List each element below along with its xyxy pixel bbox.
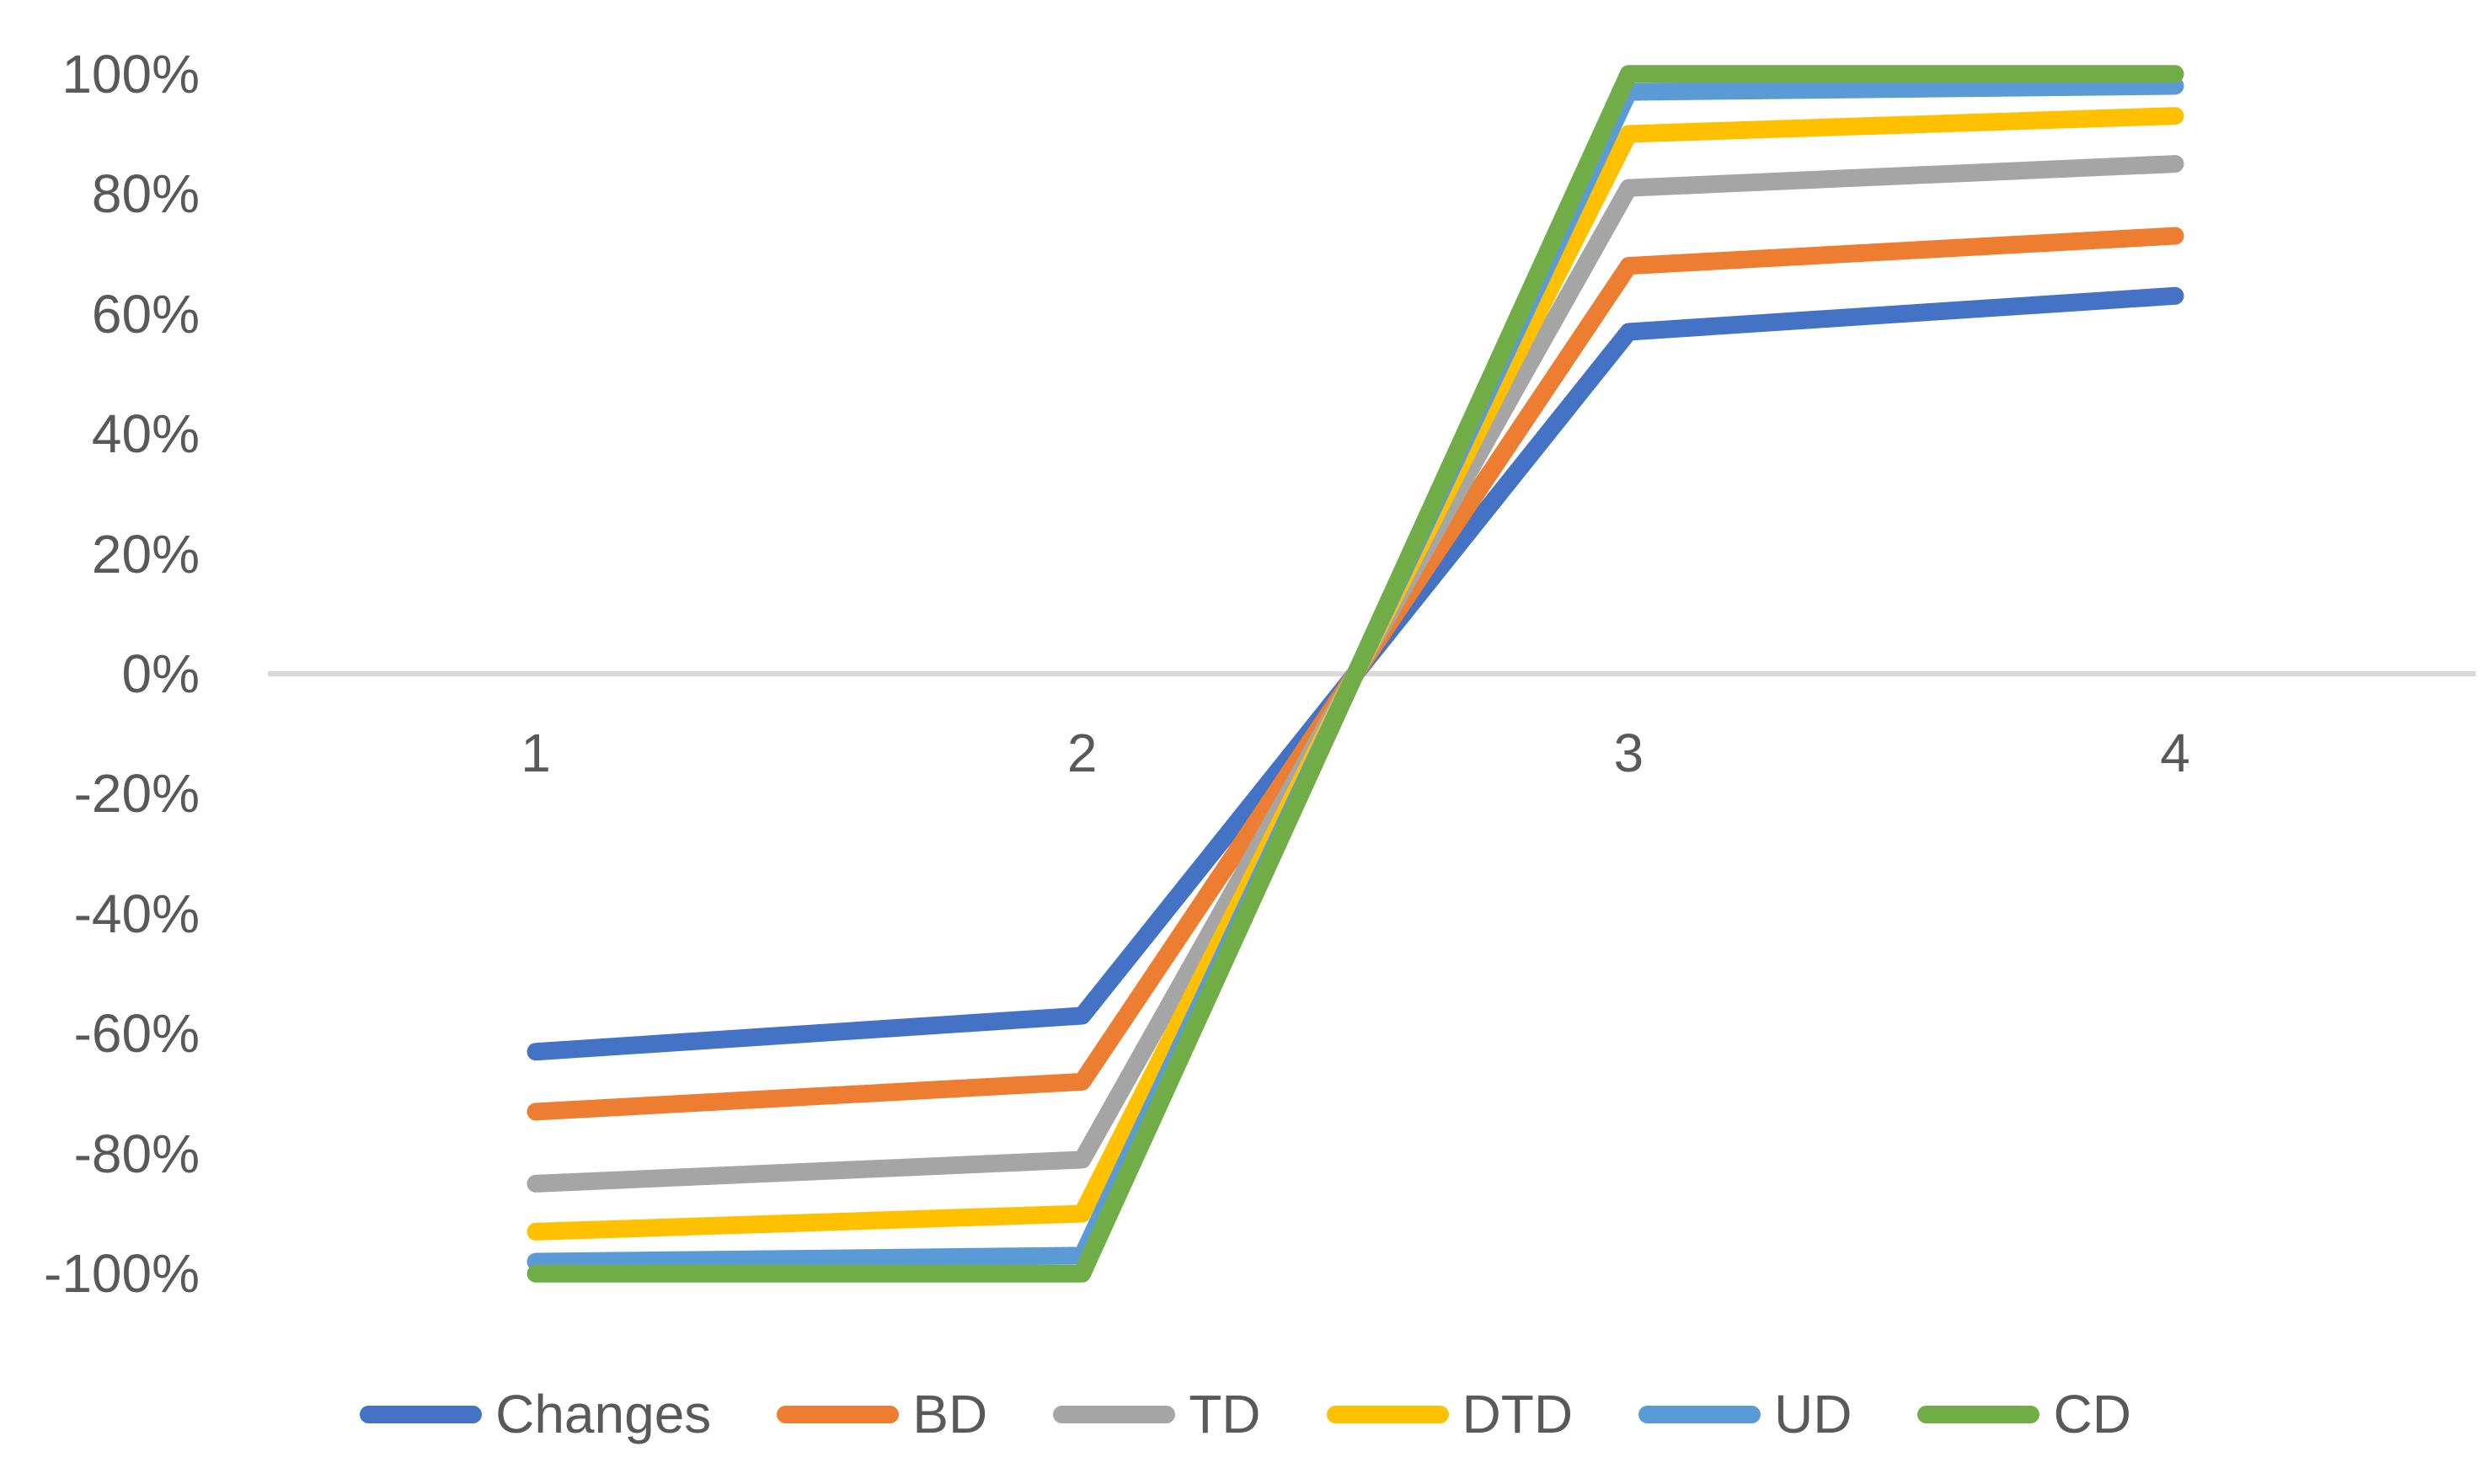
y-tick-label: -60% [73,1003,200,1065]
legend-label: CD [2053,1384,2131,1444]
y-tick-label: 20% [91,523,200,585]
series-line-cd [527,65,2184,1283]
legend-label: TD [1189,1384,1261,1444]
legend-item-ud: UD [1638,1383,1852,1445]
legend-label: DTD [1462,1384,1574,1444]
y-tick-label: 80% [91,163,200,225]
y-tick-label: -80% [73,1123,200,1184]
legend-label: UD [1774,1384,1852,1444]
y-tick-label: -40% [73,883,200,944]
legend-label: BD [912,1384,988,1444]
legend-swatch-icon [777,1405,900,1423]
legend-item-td: TD [1053,1383,1261,1445]
y-tick-label: 40% [91,403,200,465]
legend-swatch-icon [1638,1405,1761,1423]
legend-item-dtd: DTD [1326,1383,1574,1445]
legend-swatch-icon [1326,1405,1449,1423]
y-tick-label: -20% [73,763,200,825]
legend: Changes BD TD DTD UD CD [0,1383,2491,1445]
legend-swatch-icon [360,1405,483,1423]
x-tick-label: 4 [2160,723,2190,783]
legend-swatch-icon [1917,1405,2040,1423]
x-tick-label: 3 [1613,723,1644,783]
y-tick-label: 0% [121,643,200,704]
y-tick-label: 100% [61,43,200,104]
y-tick-label: -100% [44,1243,200,1305]
x-tick-label: 2 [1066,723,1098,783]
legend-swatch-icon [1053,1405,1176,1423]
legend-item-cd: CD [1917,1383,2131,1445]
y-tick-label: 60% [91,283,200,344]
legend-item-bd: BD [777,1383,987,1445]
legend-label: Changes [495,1384,712,1444]
x-tick-label: 1 [521,723,551,783]
legend-item-changes: Changes [360,1383,711,1445]
